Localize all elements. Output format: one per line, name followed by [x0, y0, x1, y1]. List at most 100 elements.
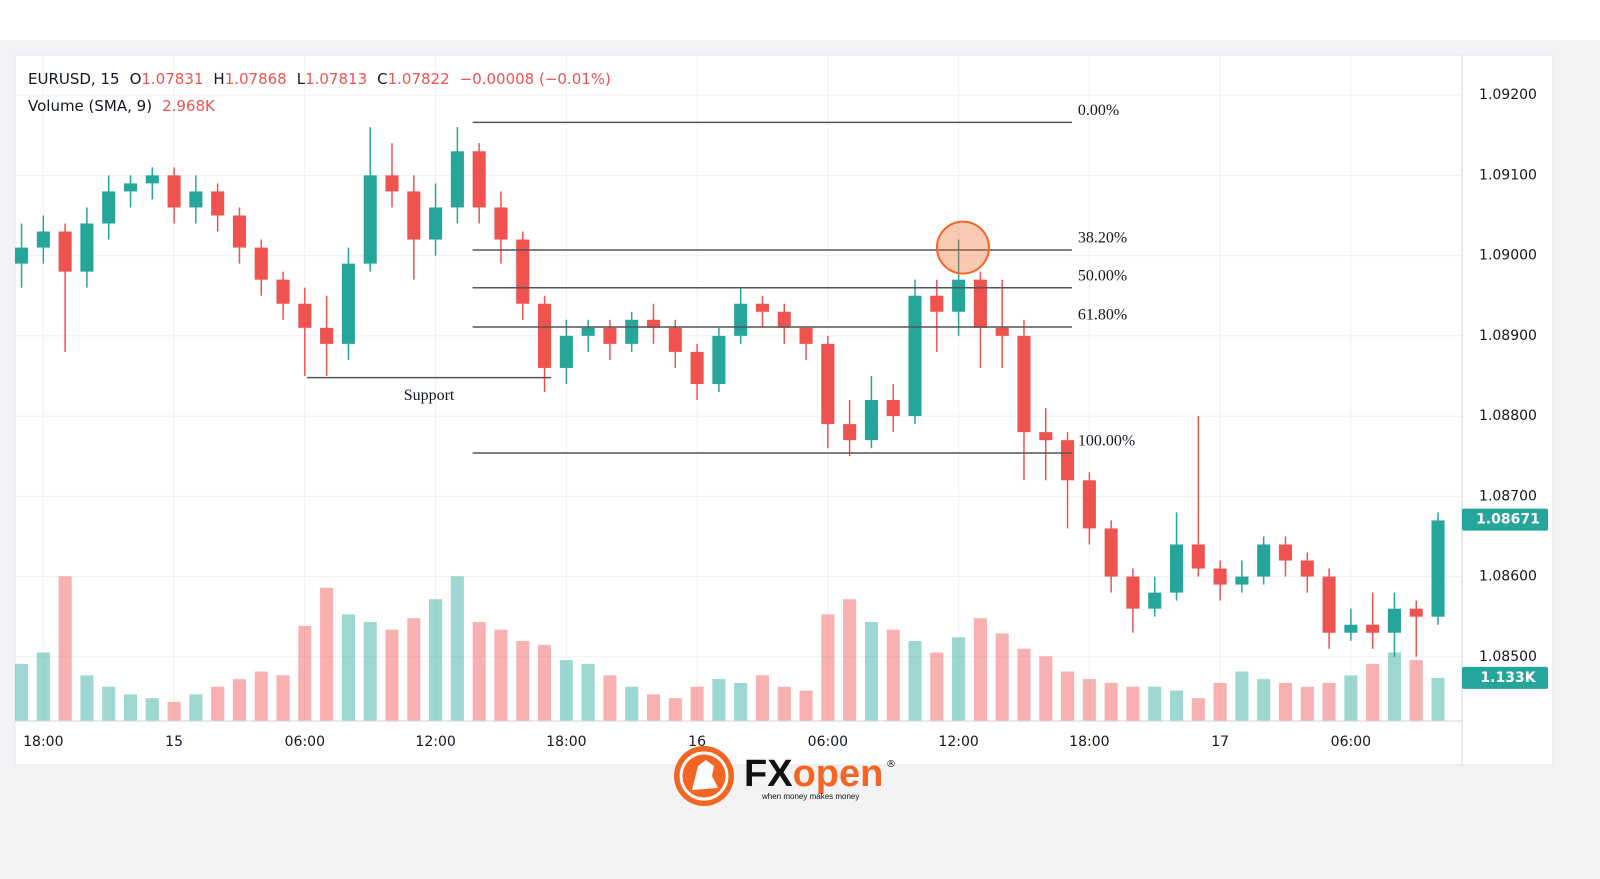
volume-header: Volume (SMA, 9) 2.968K — [28, 97, 216, 115]
candle-body — [843, 424, 857, 441]
candle-body — [1278, 544, 1293, 561]
volume-bar — [777, 686, 791, 721]
candle-body — [886, 400, 900, 417]
y-tick-label: 1.08800 — [1479, 408, 1537, 424]
candle-body — [930, 295, 944, 312]
volume-bar — [668, 698, 682, 721]
y-tick-label: 1.08600 — [1479, 569, 1537, 585]
volume-bar — [603, 675, 617, 721]
candle-body — [973, 279, 987, 328]
candle-body — [690, 351, 704, 384]
last-price-tag — [1462, 508, 1548, 531]
candle-body — [646, 319, 661, 328]
x-tick-label: 06:00 — [808, 734, 848, 750]
volume-bar — [1191, 698, 1205, 721]
x-tick-label: 18:00 — [546, 734, 586, 750]
volume-bar — [450, 576, 464, 721]
candle-body — [712, 335, 726, 384]
highlight-circle — [935, 220, 990, 275]
y-tick-label: 1.09200 — [1479, 87, 1537, 103]
volume-bar — [886, 629, 900, 721]
volume-bar — [80, 675, 94, 721]
candle-body — [1104, 528, 1118, 577]
volume-bar — [952, 637, 966, 721]
candle-body — [232, 215, 246, 248]
candle-body — [1431, 520, 1445, 617]
candle-body — [995, 327, 1009, 336]
logo-registered: ® — [886, 759, 896, 770]
volume-bar — [1126, 686, 1140, 721]
volume-bar — [472, 622, 486, 721]
x-tick-label: 18:00 — [1069, 734, 1109, 750]
volume-label: Volume (SMA, 9) — [28, 97, 152, 115]
change: −0.00008 (−0.01%) — [460, 70, 611, 88]
volume-bar — [995, 633, 1009, 721]
candle-body — [538, 303, 552, 368]
candle-body — [15, 247, 29, 264]
close-label: C — [377, 70, 387, 88]
volume-bar — [1148, 686, 1162, 721]
volume-bar — [1017, 648, 1031, 721]
top-band — [0, 0, 1600, 40]
candle-body — [1409, 608, 1423, 617]
volume-bar — [821, 614, 835, 721]
candle-body — [102, 191, 116, 224]
x-tick-label: 12:00 — [415, 734, 455, 750]
fib-label: 50.00% — [1078, 267, 1127, 284]
candle-body — [298, 303, 312, 328]
candle-body — [581, 327, 595, 336]
candle-body — [1039, 432, 1053, 441]
candle-body — [363, 175, 377, 264]
candle-body — [864, 400, 878, 441]
volume-bar — [232, 679, 246, 721]
volume-bar — [1344, 675, 1358, 721]
candle-body — [1148, 592, 1162, 609]
candle-body — [211, 191, 225, 216]
candle-body — [603, 327, 617, 344]
candle-body — [58, 231, 72, 272]
volume-bar — [1300, 686, 1314, 721]
candle-body — [1169, 544, 1184, 593]
candle-body — [1235, 576, 1249, 585]
candle-body — [625, 319, 639, 344]
candle-body — [145, 175, 159, 184]
volume-bar — [1409, 660, 1423, 721]
volume-bar — [145, 698, 159, 721]
candle-body — [1322, 576, 1336, 633]
candle-body — [668, 327, 682, 352]
close-value: 1.07822 — [388, 70, 450, 88]
candle-body — [341, 263, 355, 344]
volume-bar — [908, 641, 922, 721]
volume-bar — [843, 599, 857, 721]
axes: 1.09200 1.09100 1.09000 1.08900 1.08800 1.087… — [23, 87, 1548, 750]
candle-body — [952, 279, 966, 312]
y-tick-label: 1.08500 — [1479, 649, 1537, 665]
x-tick-label: 06:00 — [1331, 734, 1371, 750]
volume-bar — [211, 686, 225, 721]
volume-bar — [1366, 663, 1380, 721]
volume-bar — [1278, 682, 1293, 721]
volume-bar — [254, 671, 268, 721]
volume-bar — [734, 682, 748, 721]
candle-body — [1213, 568, 1227, 585]
logo-icon-figure — [692, 760, 718, 790]
high-value: 1.07868 — [225, 70, 287, 88]
y-tick-label: 1.09000 — [1479, 248, 1537, 264]
candle-body — [494, 207, 508, 240]
volume-bar — [1082, 679, 1096, 721]
logo: FXopen ® when money makes money — [674, 746, 896, 806]
volume-bar — [494, 629, 508, 721]
volume-bar — [516, 641, 530, 721]
last-volume-label: 1.133K — [1480, 670, 1536, 686]
high-label: H — [213, 70, 224, 88]
volume-bar — [363, 622, 377, 721]
candle-body — [472, 151, 486, 208]
volume-bar — [973, 618, 987, 721]
candle-body — [167, 175, 181, 208]
volume-bar — [276, 675, 290, 721]
candle-body — [908, 295, 922, 417]
legend-header: EURUSD, 15 O1.07831 H1.07868 L1.07813 C1.078… — [28, 70, 611, 88]
volume-bar — [429, 599, 443, 721]
volume-bar — [1039, 656, 1053, 721]
volume-bar — [189, 694, 203, 721]
